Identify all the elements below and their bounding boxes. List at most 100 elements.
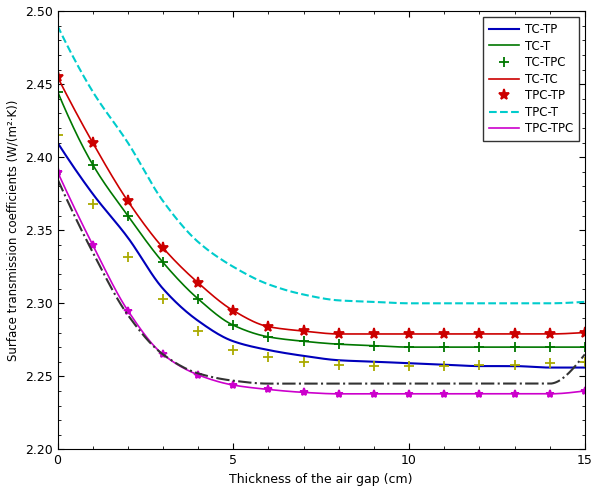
TPC-TP bbox=[300, 390, 307, 396]
TC-TPC bbox=[195, 280, 202, 286]
TC-TPC bbox=[406, 331, 413, 337]
TPC-TPC bbox=[379, 381, 386, 387]
TPC-TPC bbox=[370, 381, 377, 387]
TC-TPC bbox=[54, 74, 61, 80]
TC-T bbox=[265, 334, 272, 340]
TC-T bbox=[406, 344, 413, 350]
TC-TPC bbox=[265, 324, 272, 330]
TC-TPC bbox=[159, 245, 167, 251]
TPC-TP bbox=[159, 351, 167, 357]
X-axis label: Thickness of the air gap (cm): Thickness of the air gap (cm) bbox=[229, 473, 413, 486]
TC-T bbox=[195, 296, 202, 302]
Line: TC-TP: TC-TP bbox=[58, 143, 585, 368]
TPC-TP bbox=[54, 169, 61, 175]
TC-TP bbox=[377, 359, 384, 365]
Line: TC-TC: TC-TC bbox=[58, 26, 585, 303]
TC-TC bbox=[500, 300, 507, 306]
Line: TC-TPC: TC-TPC bbox=[52, 71, 591, 339]
TC-TPC bbox=[581, 330, 588, 336]
TPC-TPC bbox=[54, 176, 61, 182]
TC-T bbox=[124, 213, 131, 218]
TPC-TP bbox=[89, 242, 96, 248]
TC-TP bbox=[368, 359, 375, 365]
TC-TPC bbox=[370, 331, 377, 337]
TC-TPC bbox=[124, 198, 131, 204]
Line: TPC-TPC: TPC-TPC bbox=[58, 179, 585, 384]
TC-T bbox=[89, 162, 96, 168]
TPC-TPC bbox=[500, 381, 507, 387]
TPC-TPC bbox=[56, 180, 63, 186]
TPC-TP bbox=[441, 391, 448, 397]
TC-TP bbox=[532, 364, 539, 370]
TC-TPC bbox=[89, 140, 96, 146]
TC-TP bbox=[547, 365, 555, 370]
TC-TP bbox=[498, 363, 506, 369]
TPC-TP bbox=[124, 308, 131, 313]
TPC-TP bbox=[265, 387, 272, 393]
Y-axis label: Surface transmission coefficients (W/(m²·K)): Surface transmission coefficients (W/(m²… bbox=[6, 99, 19, 361]
TPC-TP bbox=[370, 391, 377, 397]
TC-T bbox=[511, 344, 518, 350]
TC-TC bbox=[366, 299, 373, 305]
TC-T bbox=[370, 343, 377, 349]
TC-T bbox=[54, 89, 61, 94]
TPC-T bbox=[370, 363, 377, 369]
TPC-TP bbox=[406, 391, 413, 397]
TPC-TPC bbox=[581, 351, 588, 357]
TC-TC bbox=[56, 27, 63, 32]
TC-T bbox=[229, 322, 237, 328]
TC-TPC bbox=[511, 331, 518, 337]
TC-TPC bbox=[335, 331, 343, 337]
TPC-TP bbox=[476, 391, 483, 397]
TPC-TP bbox=[581, 388, 588, 394]
TC-T bbox=[300, 338, 307, 344]
TC-TC bbox=[581, 299, 588, 305]
TC-TPC bbox=[229, 308, 237, 313]
TPC-TP bbox=[546, 391, 553, 397]
TPC-T bbox=[195, 328, 202, 334]
TPC-T bbox=[546, 360, 553, 366]
TC-TP bbox=[54, 140, 61, 146]
TPC-T bbox=[54, 132, 61, 138]
TPC-TPC bbox=[265, 381, 273, 387]
Line: TC-T: TC-T bbox=[53, 87, 589, 352]
TC-TC bbox=[407, 300, 414, 306]
TPC-T bbox=[159, 296, 167, 302]
TPC-T bbox=[265, 354, 272, 360]
TC-TC bbox=[54, 23, 61, 29]
TPC-T bbox=[124, 253, 131, 259]
TPC-TPC bbox=[534, 381, 541, 387]
TC-TC bbox=[368, 299, 375, 305]
TC-T bbox=[546, 344, 553, 350]
TC-T bbox=[335, 341, 343, 347]
TC-T bbox=[159, 259, 167, 265]
TPC-TPC bbox=[368, 381, 375, 387]
TC-TP bbox=[581, 365, 588, 370]
TPC-TP bbox=[195, 372, 202, 378]
TPC-TP bbox=[229, 382, 237, 388]
TC-TP bbox=[366, 359, 373, 365]
TC-TC bbox=[377, 299, 384, 305]
TPC-T bbox=[300, 359, 307, 365]
TPC-T bbox=[335, 362, 343, 368]
Legend: TC-TP, TC-T, TC-TPC, TC-TC, TPC-TP, TPC-T, TPC-TPC: TC-TP, TC-T, TC-TPC, TC-TC, TPC-TP, TPC-… bbox=[483, 17, 579, 141]
Line: TPC-TP: TPC-TP bbox=[53, 168, 589, 398]
TC-T bbox=[476, 344, 483, 350]
TPC-T bbox=[476, 362, 483, 368]
TC-TC bbox=[534, 300, 541, 306]
TPC-T bbox=[511, 362, 518, 368]
TC-T bbox=[581, 344, 588, 350]
Line: TPC-T: TPC-T bbox=[53, 130, 589, 371]
TPC-TP bbox=[511, 391, 518, 397]
TPC-T bbox=[581, 359, 588, 365]
TC-TPC bbox=[441, 331, 448, 337]
TPC-T bbox=[229, 347, 237, 353]
TC-TPC bbox=[300, 328, 307, 334]
TC-TPC bbox=[546, 331, 553, 337]
TC-T bbox=[441, 344, 448, 350]
TC-TP bbox=[56, 143, 63, 149]
TPC-TP bbox=[335, 391, 343, 397]
TPC-T bbox=[89, 201, 96, 207]
TPC-T bbox=[406, 363, 413, 369]
TPC-T bbox=[441, 363, 448, 369]
